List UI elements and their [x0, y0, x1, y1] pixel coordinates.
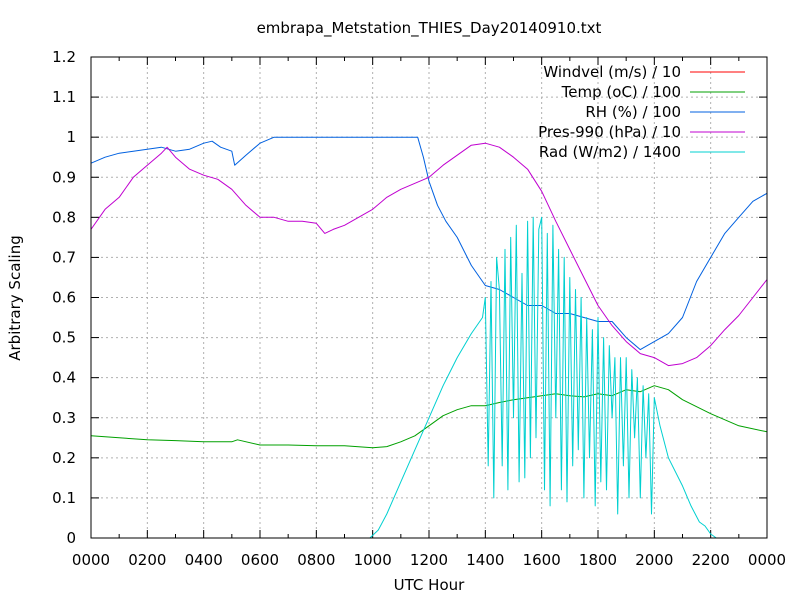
x-tick-label: 0800 — [297, 551, 335, 569]
legend-label: Windvel (m/s) / 10 — [543, 63, 681, 81]
legend-label: Pres-990 (hPa) / 10 — [538, 123, 681, 141]
y-tick-label: 0.2 — [52, 449, 76, 467]
x-tick-label: 2000 — [635, 551, 673, 569]
plot-frame — [90, 56, 768, 539]
series-lines — [90, 136, 768, 539]
y-tick-label: 1.2 — [52, 48, 76, 66]
x-tick-label: 0000 — [748, 551, 786, 569]
series-line-4 — [91, 216, 767, 539]
y-tick-label: 0.6 — [52, 289, 76, 307]
tick-labels: 0 0.1 0.2 0.3 0.4 0.5 0.6 0.7 0.8 0.9 1 1.1 1.2 0000 0… — [52, 48, 786, 569]
legend-label: Rad (W/m2) / 1400 — [539, 143, 681, 161]
y-axis-label: Arbitrary Scaling — [6, 235, 24, 361]
y-tick-label: 1 — [66, 128, 76, 146]
x-axis-label: UTC Hour — [394, 576, 465, 594]
x-tick-label: 0400 — [185, 551, 223, 569]
y-tick-label: 0.8 — [52, 208, 76, 226]
x-tick-label: 1600 — [523, 551, 561, 569]
y-tick-label: 0.1 — [52, 489, 76, 507]
legend-label: RH (%) / 100 — [585, 103, 681, 121]
x-tick-label: 1200 — [410, 551, 448, 569]
x-tick-label: 1000 — [354, 551, 392, 569]
y-tick-label: 0.7 — [52, 248, 76, 266]
x-tick-label: 0000 — [72, 551, 110, 569]
legend: Windvel (m/s) / 10 Temp (oC) / 100 RH (%) … — [538, 63, 745, 161]
y-tick-label: 0 — [66, 529, 76, 547]
y-tick-label: 1.1 — [52, 88, 76, 106]
x-tick-label: 1400 — [466, 551, 504, 569]
x-tick-label: 2200 — [692, 551, 730, 569]
y-tick-label: 0.4 — [52, 369, 76, 387]
y-tick-label: 0.5 — [52, 329, 76, 347]
series-line-2 — [90, 136, 768, 351]
legend-label: Temp (oC) / 100 — [561, 83, 681, 101]
series-line-1 — [90, 385, 768, 449]
series-line-3 — [90, 142, 768, 367]
grid — [91, 57, 767, 538]
chart-title: embrapa_Metstation_THIES_Day20140910.txt — [257, 19, 602, 38]
y-tick-label: 0.9 — [52, 168, 76, 186]
x-tick-label: 0600 — [241, 551, 279, 569]
y-tick-label: 0.3 — [52, 409, 76, 427]
x-tick-label: 1800 — [579, 551, 617, 569]
x-tick-label: 0200 — [128, 551, 166, 569]
